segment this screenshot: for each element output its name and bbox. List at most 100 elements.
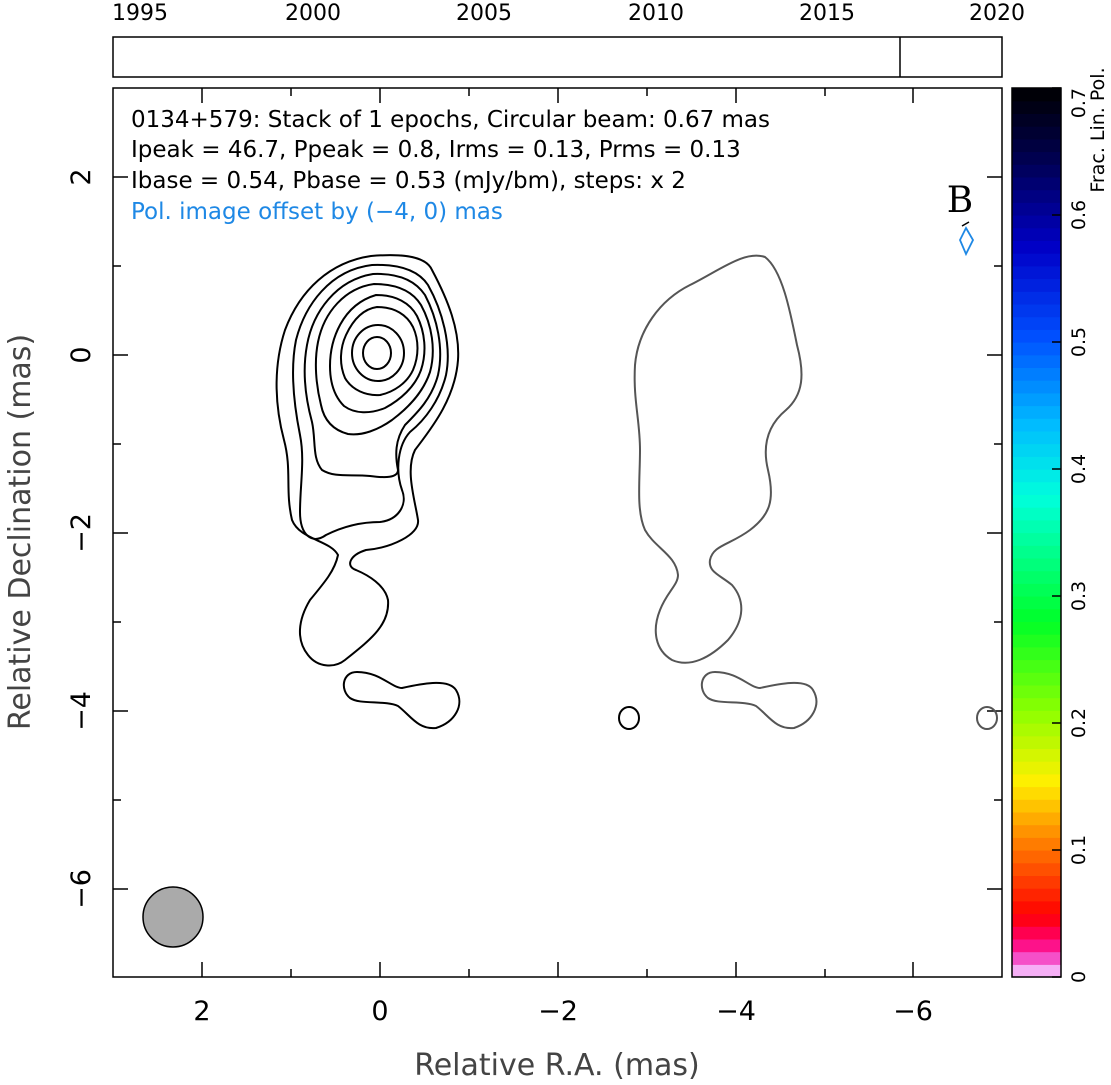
- x-tick-label: −6: [893, 996, 933, 1027]
- beam-ellipse: [142, 886, 204, 948]
- info-line-peaks: Ipeak = 46.7, Ppeak = 0.8, Irms = 0.13, …: [131, 137, 741, 163]
- colorbar-band: [1012, 596, 1061, 610]
- colorbar-band: [1012, 926, 1061, 940]
- x-tick-label: 2: [193, 996, 210, 1027]
- colorbar-band: [1012, 253, 1061, 267]
- intensity-contour-3: [303, 272, 442, 479]
- colorbar-band: [1012, 850, 1061, 864]
- colorbar-band: [1012, 938, 1061, 953]
- colorbar-tick-label: 0.7: [1068, 88, 1090, 118]
- axis-ticks: [113, 88, 1002, 977]
- y-axis-title: Relative Declination (mas): [3, 334, 38, 730]
- colorbar-band: [1012, 748, 1061, 762]
- colorbar-band: [1012, 634, 1061, 648]
- colorbar-tick-label: 0.3: [1068, 581, 1090, 611]
- colorbar-band: [1012, 291, 1061, 305]
- colorbar-band: [1012, 138, 1061, 153]
- colorbar-band: [1012, 951, 1061, 965]
- colorbar-band: [1012, 418, 1061, 432]
- polarization-contour-main: [633, 254, 803, 664]
- colorbar-band: [1012, 507, 1061, 521]
- intensity-contour-1: [275, 254, 460, 667]
- colorbar-band: [1012, 265, 1061, 280]
- polarization-component-edge: [976, 706, 998, 730]
- timeline-year-2010: 2010: [628, 1, 684, 26]
- colorbar-band: [1012, 494, 1061, 508]
- colorbar-band: [1012, 862, 1061, 876]
- x-tick-label: 0: [371, 996, 388, 1027]
- intensity-contour-5: [328, 293, 426, 414]
- evpa-tick: [961, 221, 970, 227]
- colorbar-band: [1012, 113, 1061, 127]
- y-tick-label: 2: [66, 168, 97, 185]
- colorbar-band: [1012, 913, 1061, 927]
- x-tick-label: −2: [538, 996, 578, 1027]
- colorbar-band: [1012, 697, 1061, 711]
- colorbar-band: [1012, 710, 1061, 724]
- colorbar-band: [1012, 519, 1061, 534]
- colorbar-band: [1012, 126, 1061, 140]
- band-label: B: [947, 180, 973, 221]
- colorbar-band: [1012, 240, 1061, 254]
- intensity-contours: [275, 254, 640, 730]
- colorbar-band: [1012, 316, 1061, 330]
- colorbar-band: [1012, 215, 1061, 229]
- colorbar-band: [1012, 202, 1061, 216]
- colorbar-band: [1012, 672, 1061, 686]
- colorbar-band: [1012, 773, 1061, 788]
- colorbar-tick-label: 0.4: [1068, 454, 1090, 484]
- colorbar-band: [1012, 583, 1061, 597]
- colorbar-tick-label: 0: [1068, 971, 1090, 983]
- colorbar-band: [1012, 100, 1061, 114]
- timeline-year-1995: 1995: [112, 1, 168, 26]
- colorbar-band: [1012, 811, 1061, 826]
- colorbar-band: [1012, 786, 1061, 800]
- colorbar-title: Frac. Lin. Pol.: [1087, 67, 1109, 192]
- x-tick-label: −4: [716, 996, 756, 1027]
- timeline-year-2000: 2000: [285, 1, 341, 26]
- intensity-contour-4: [314, 282, 434, 436]
- colorbar-band: [1012, 875, 1061, 889]
- colorbar-band: [1012, 964, 1061, 978]
- colorbar-band: [1012, 646, 1061, 661]
- colorbar-band: [1012, 735, 1061, 749]
- colorbar-band: [1012, 557, 1061, 572]
- colorbar-tick-label: 0.1: [1068, 835, 1090, 865]
- colorbar-band: [1012, 684, 1061, 699]
- colorbar-tick-label: 0.2: [1068, 708, 1090, 738]
- colorbar-band: [1012, 761, 1061, 775]
- colorbar-band: [1012, 405, 1061, 419]
- intensity-contour-8: [362, 336, 392, 370]
- colorbar: 0 0.1 0.2 0.3 0.4 0.5 0.6 0.7 Frac. Lin.…: [1011, 67, 1109, 983]
- colorbar-band: [1012, 888, 1061, 902]
- x-axis-title: Relative R.A. (mas): [414, 1048, 700, 1083]
- colorbar-band: [1012, 367, 1061, 381]
- colorbar-band: [1012, 545, 1061, 559]
- intensity-contour-2: [292, 263, 449, 540]
- colorbar-band: [1012, 164, 1061, 178]
- colorbar-tick-label: 0.6: [1068, 200, 1090, 230]
- colorbar-band: [1012, 837, 1061, 851]
- colorbar-band: [1012, 227, 1061, 241]
- colorbar-band: [1012, 329, 1061, 343]
- colorbar-band: [1012, 481, 1061, 495]
- colorbar-tick-label: 0.5: [1068, 327, 1090, 357]
- colorbar-band: [1012, 88, 1061, 102]
- info-line-source: 0134+579: Stack of 1 epochs, Circular be…: [131, 107, 770, 133]
- timeline-year-2020: 2020: [969, 1, 1025, 26]
- y-tick-label: −6: [66, 869, 97, 909]
- colorbar-band: [1012, 608, 1061, 622]
- colorbar-band: [1012, 900, 1061, 915]
- colorbar-band: [1012, 430, 1061, 445]
- colorbar-band: [1012, 189, 1061, 203]
- evpa-marker: [959, 226, 975, 257]
- colorbar-band: [1012, 278, 1061, 292]
- info-line-offset: Pol. image offset by (−4, 0) mas: [131, 199, 503, 225]
- info-line-base: Ibase = 0.54, Pbase = 0.53 (mJy/bm), ste…: [131, 168, 686, 194]
- timeline-frame: [112, 36, 1003, 78]
- polarization-component-lower: [700, 670, 818, 730]
- colorbar-band: [1012, 303, 1061, 318]
- y-tick-label: −2: [66, 513, 97, 553]
- colorbar-band: [1012, 469, 1061, 483]
